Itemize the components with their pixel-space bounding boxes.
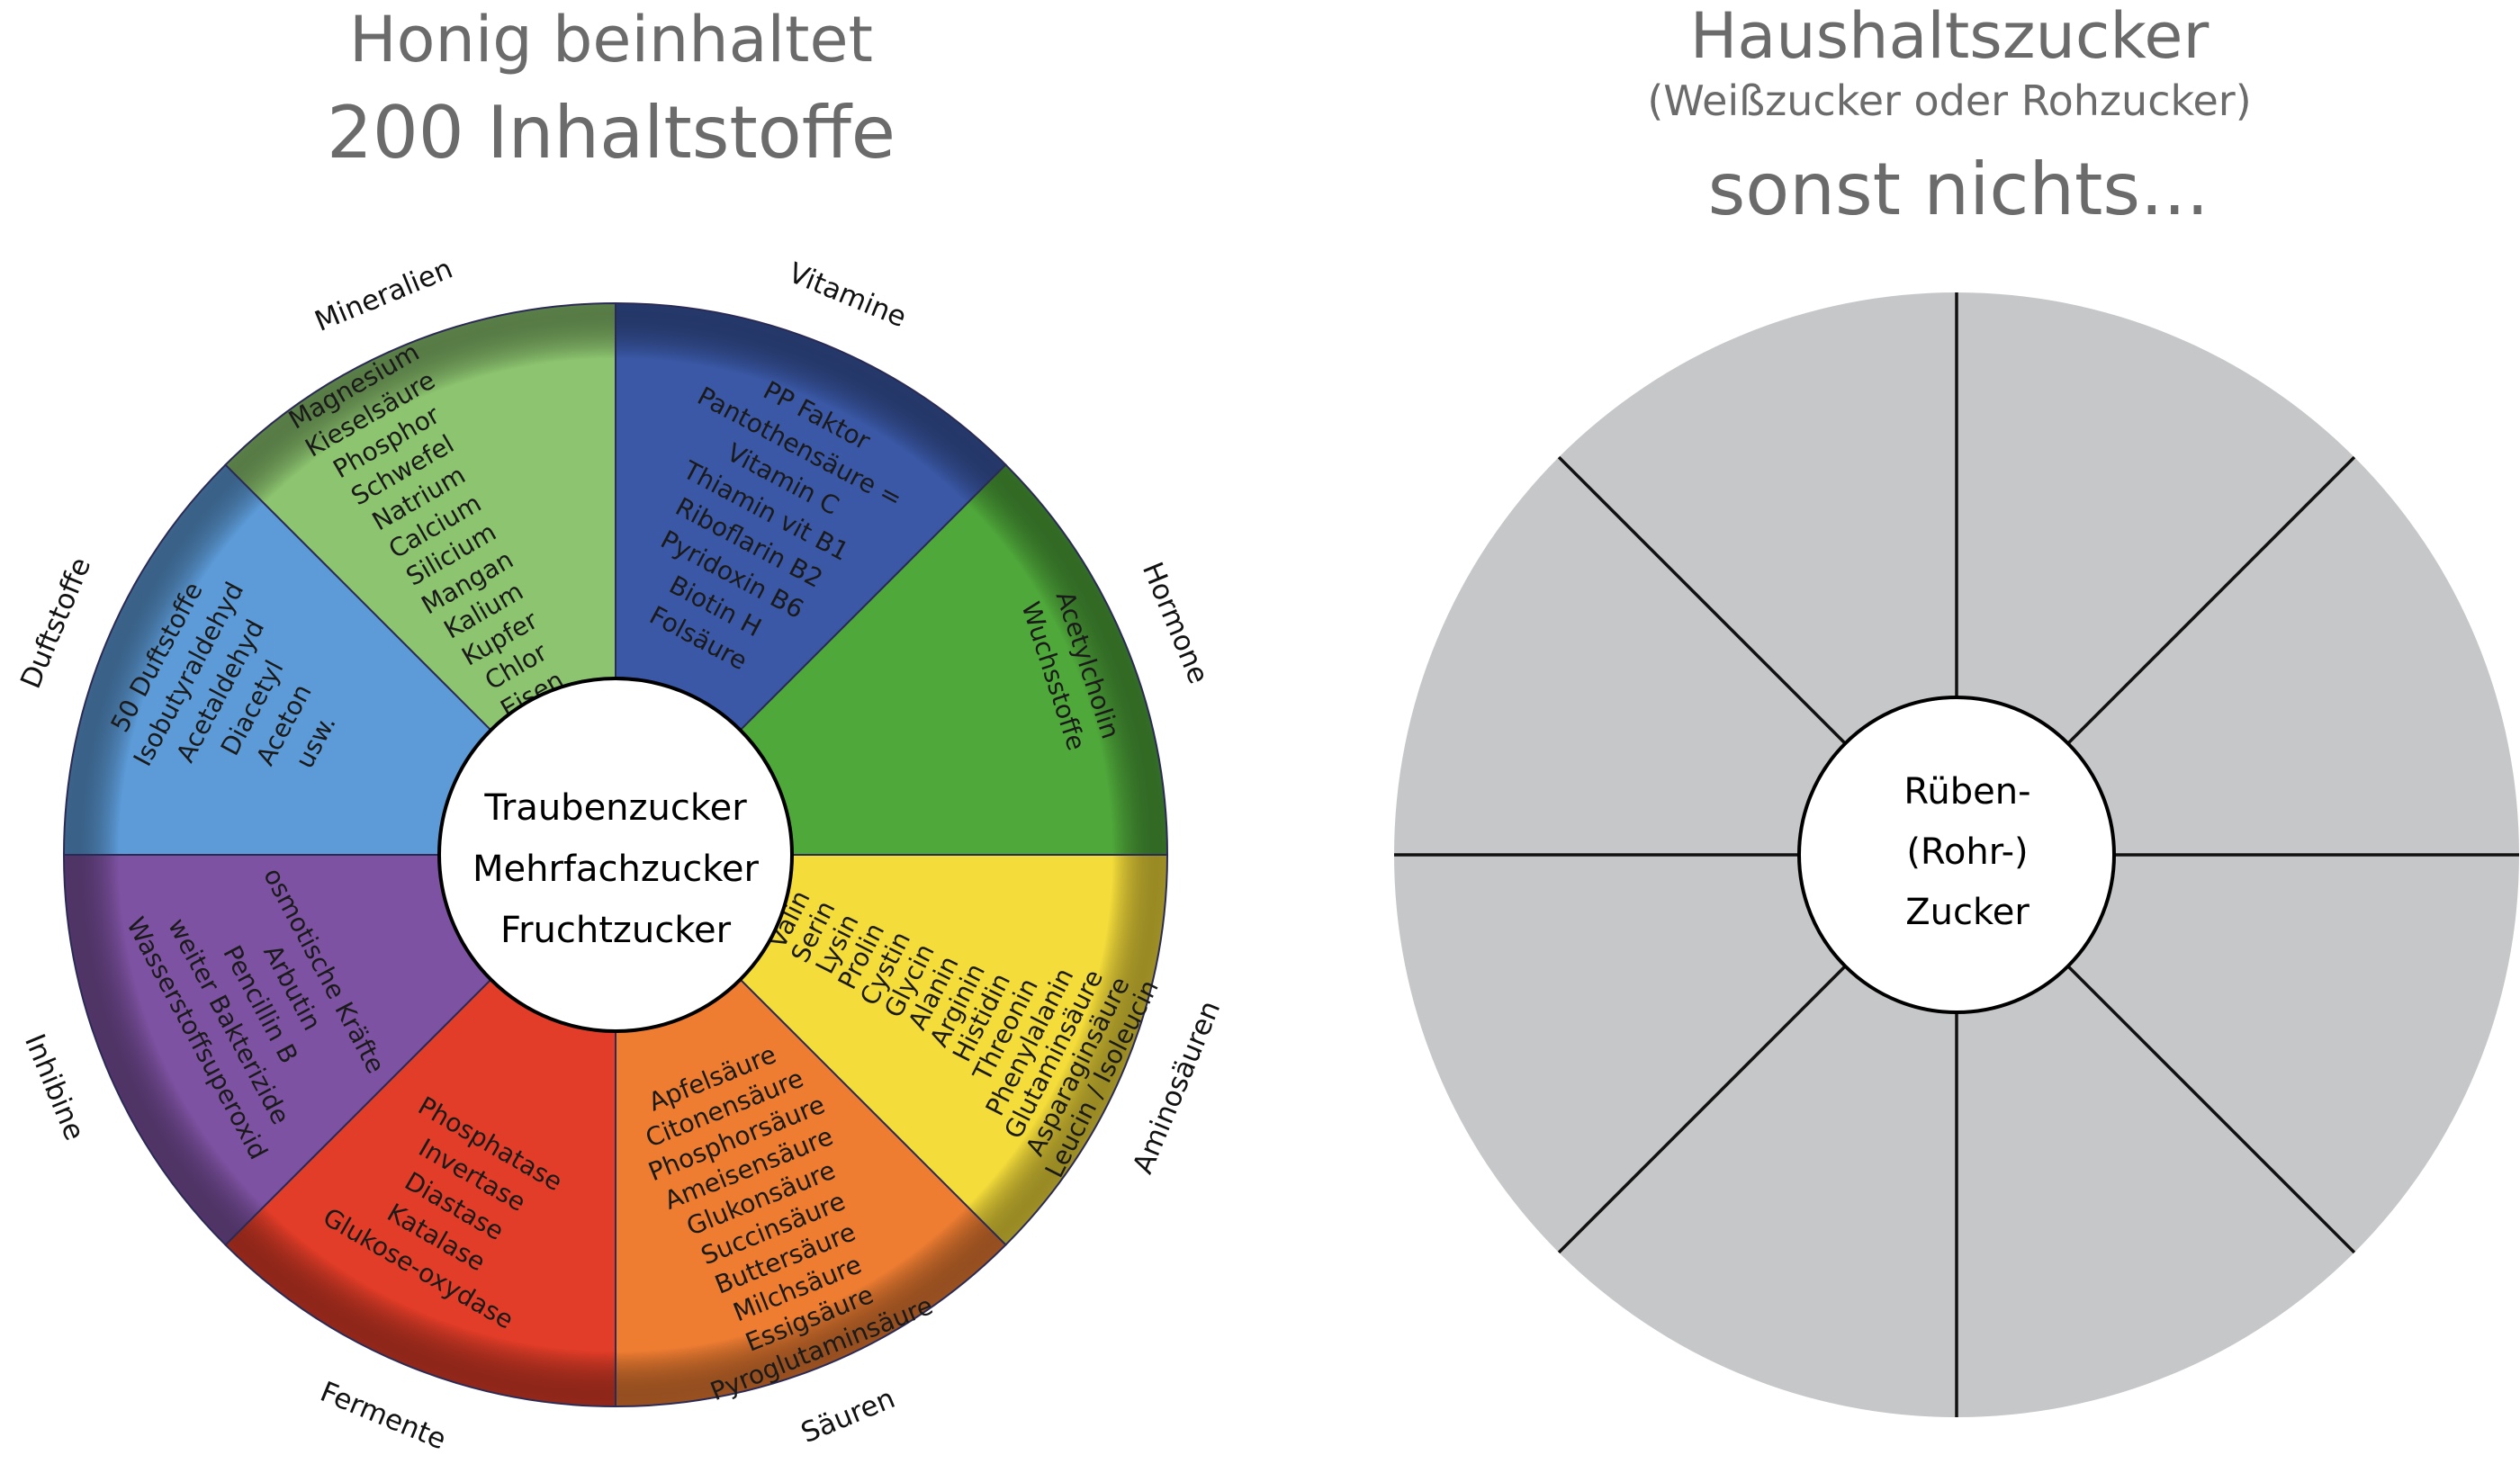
left-title-line2: 200 Inhaltstoffe bbox=[327, 91, 896, 175]
spoke-line bbox=[2066, 965, 2356, 1254]
center-text-line: Rüben- bbox=[1904, 771, 2030, 813]
center-text-line: Fruchtzucker bbox=[500, 910, 732, 951]
center-text-line: Traubenzucker bbox=[483, 787, 747, 829]
spoke-line bbox=[2066, 455, 2356, 745]
left-title-line1: Honig beinhaltet bbox=[349, 3, 873, 76]
segment-label-duftstoffe: Duftstoffe bbox=[14, 553, 97, 694]
right-title-line2: (Weißzucker oder Rohzucker) bbox=[1647, 76, 2251, 125]
center-circle bbox=[437, 677, 794, 1033]
center-circle bbox=[1797, 696, 2116, 1014]
segment-label-hormone: Hormone bbox=[1136, 558, 1215, 688]
center-text-line: Zucker bbox=[1905, 892, 2030, 933]
right-title-line1: Haushaltszucker bbox=[1690, 0, 2210, 73]
segment-label-vitamine: Vitamine bbox=[784, 256, 911, 334]
center-text-line: Mehrfachzucker bbox=[472, 849, 760, 890]
segment-label-fermente: Fermente bbox=[316, 1376, 451, 1457]
segment-label-mineralien: Mineralien bbox=[310, 253, 457, 338]
sugar-wheel: Rüben- (Rohr-) Zucker bbox=[1394, 292, 2519, 1417]
segment-label-inhibine: Inhibine bbox=[18, 1029, 91, 1145]
right-title-line3: sonst nichts... bbox=[1708, 148, 2210, 231]
spoke-line bbox=[1557, 455, 1847, 745]
spoke-line bbox=[1557, 965, 1847, 1254]
center-text-line: (Rohr-) bbox=[1906, 831, 2028, 873]
segment-label-säuren: Säuren bbox=[796, 1382, 900, 1450]
